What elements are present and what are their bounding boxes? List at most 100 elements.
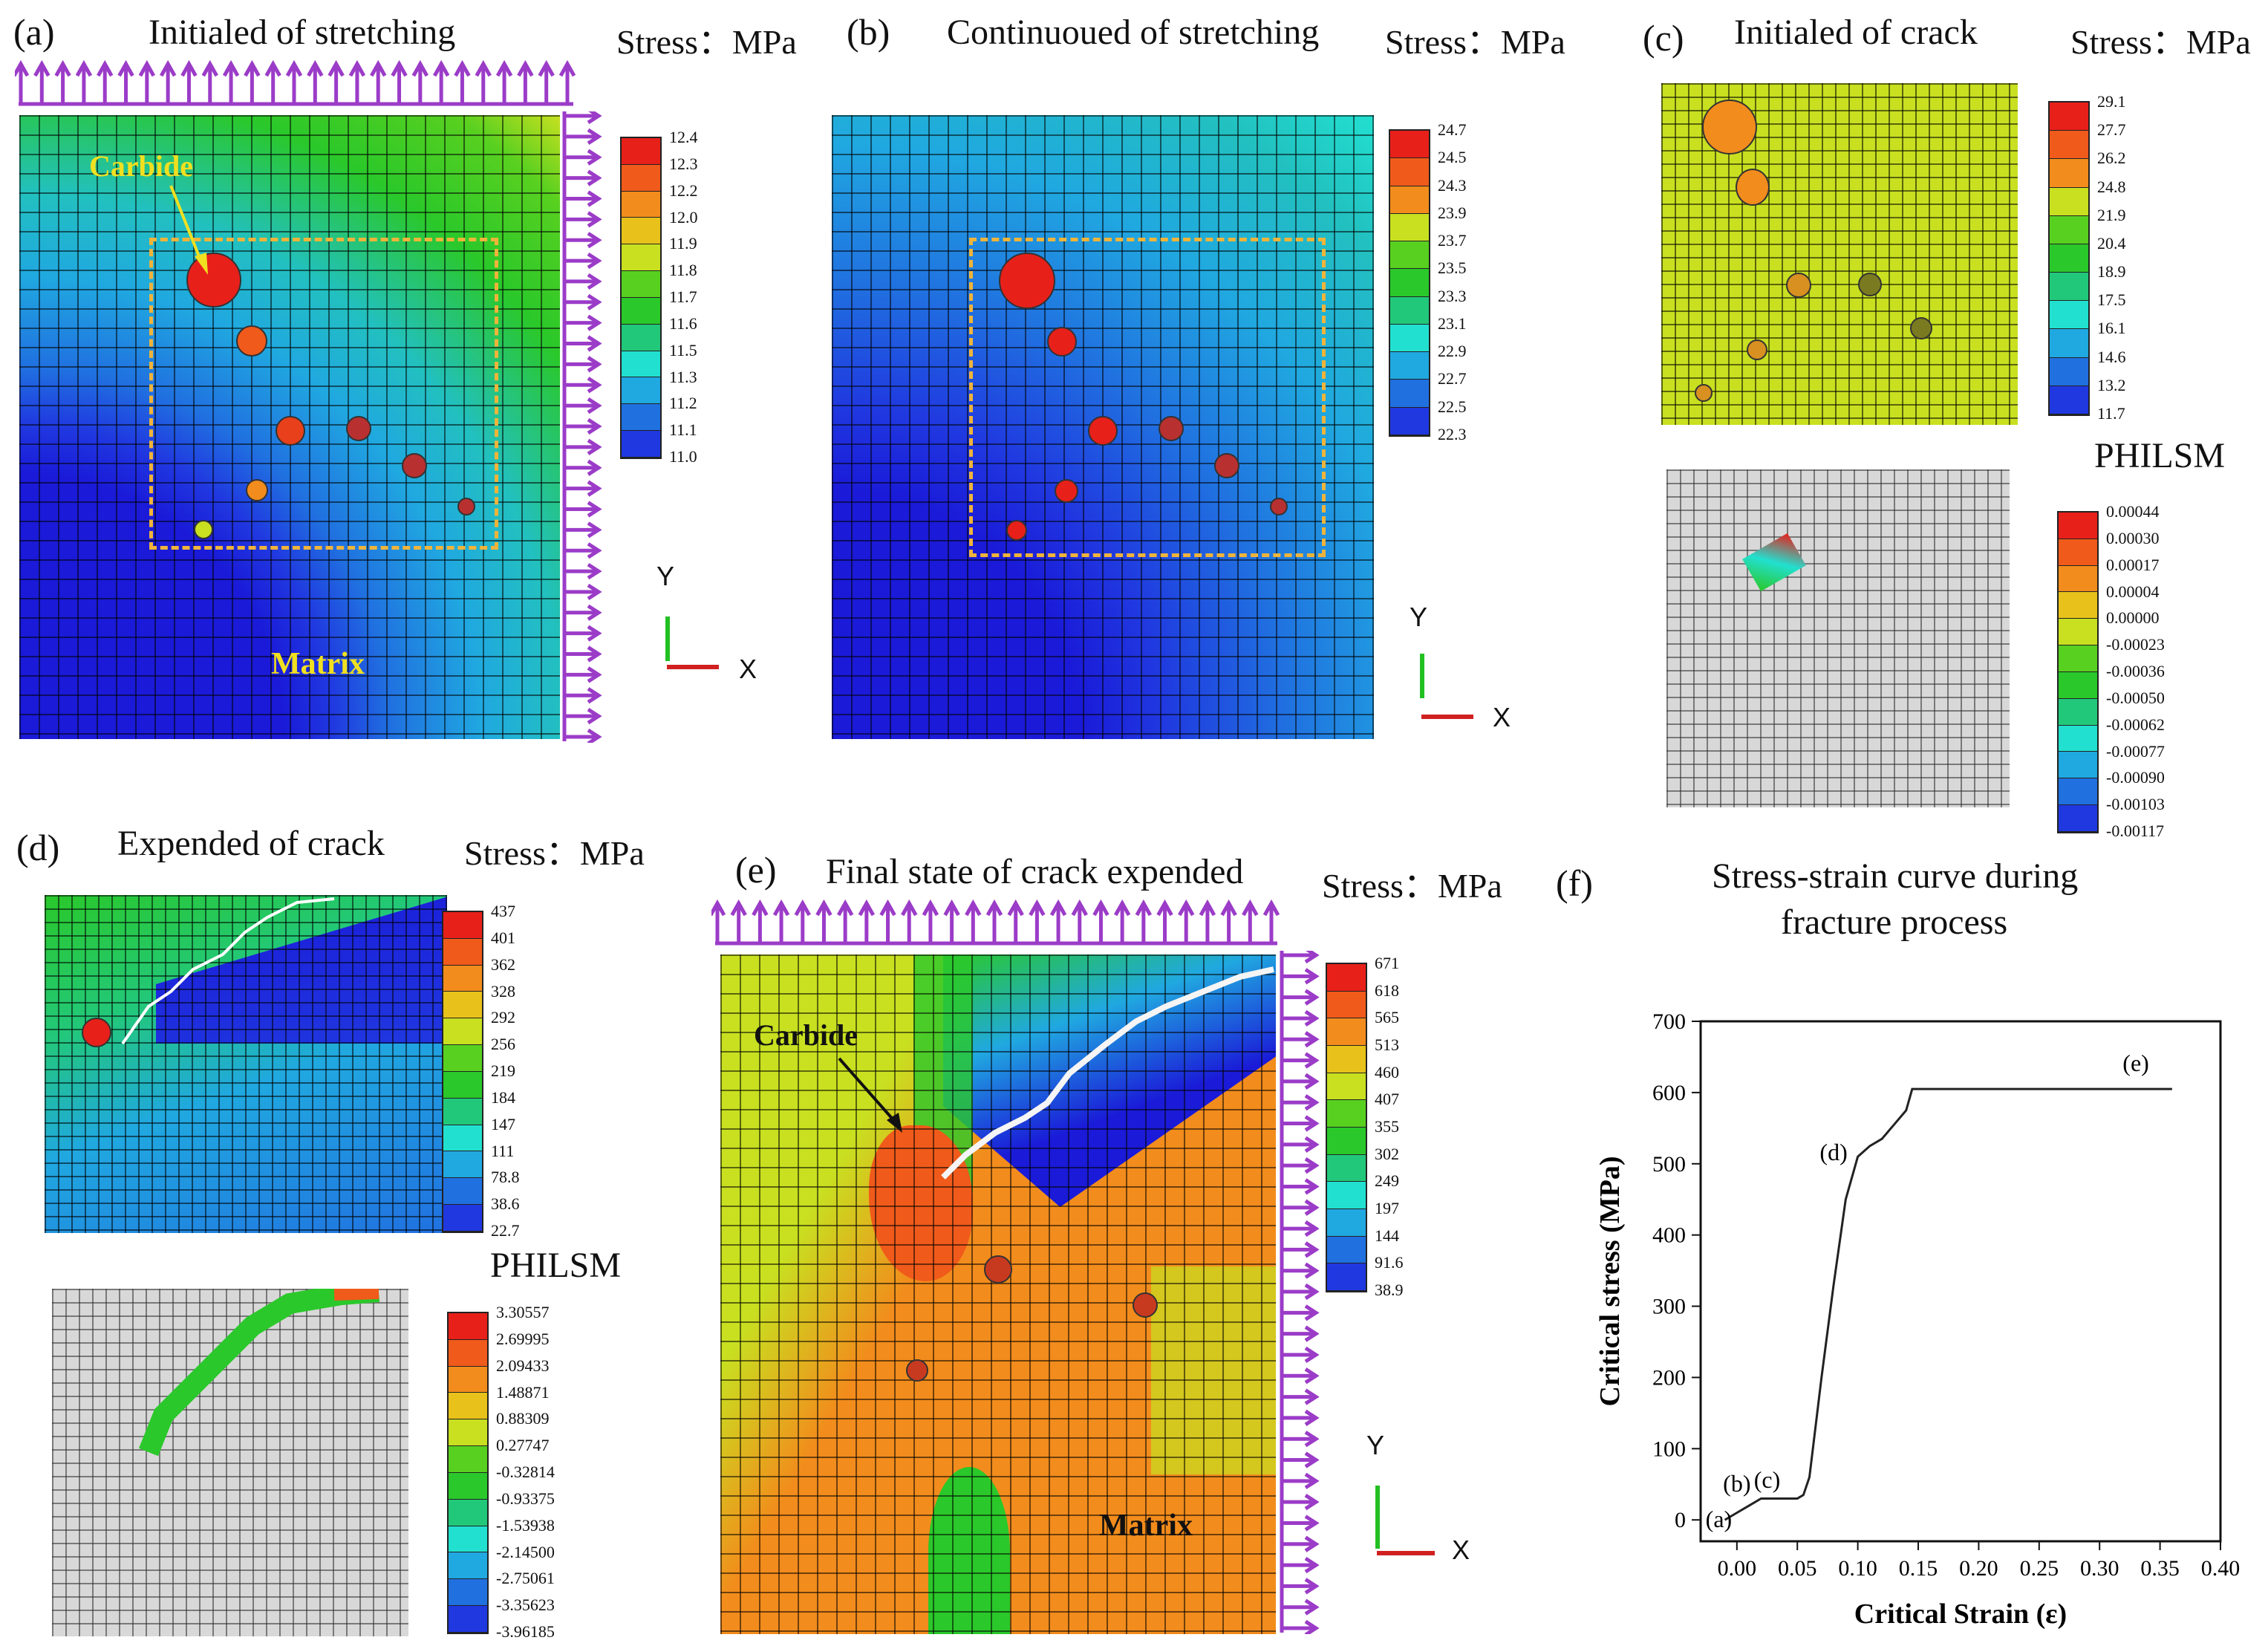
load-arrow-head bbox=[587, 273, 602, 290]
load-arrow-head bbox=[772, 899, 790, 917]
y-axis-arrow bbox=[665, 617, 670, 661]
legend-swatch bbox=[622, 431, 660, 458]
panel-c-carbide-small bbox=[1858, 273, 1882, 296]
legend-tick-label: 23.9 bbox=[1438, 203, 1467, 222]
load-arrow-head bbox=[495, 59, 513, 77]
legend-colorbar bbox=[447, 1312, 489, 1634]
legend-tick-label: -0.32814 bbox=[496, 1463, 555, 1481]
legend-tick-label: 219 bbox=[491, 1061, 515, 1080]
load-arrow-head bbox=[587, 356, 602, 373]
load-arrow-head bbox=[730, 899, 747, 917]
legend-tick-label: 24.8 bbox=[2097, 177, 2126, 196]
load-arrow-head bbox=[1304, 1262, 1320, 1279]
load-arrow-head bbox=[587, 377, 602, 394]
panel-e-load-arrows-top bbox=[711, 899, 1280, 946]
legend-swatch bbox=[1327, 1236, 1366, 1264]
panel-d-philsm-mesh bbox=[52, 1289, 408, 1636]
load-arrow-head bbox=[1304, 1009, 1320, 1027]
legend-tick-label: 21.9 bbox=[2097, 205, 2126, 224]
x-axis-label: X bbox=[1493, 702, 1511, 732]
legend-swatch bbox=[2059, 592, 2097, 619]
load-arrow-head bbox=[138, 59, 156, 77]
legend-tick-label: 11.1 bbox=[669, 420, 697, 440]
curve-stage-annotation: (a) bbox=[1706, 1506, 1733, 1532]
panel-a-title: Initialed of stretching bbox=[149, 13, 456, 52]
panel-b-carbide-small bbox=[1214, 453, 1239, 478]
legend-swatch bbox=[2059, 513, 2097, 539]
legend-tick-label: 0.88309 bbox=[496, 1409, 550, 1428]
legend-swatch bbox=[1327, 964, 1366, 992]
y-tick-label: 100 bbox=[1652, 1437, 1686, 1461]
load-arrow-head bbox=[1304, 1494, 1320, 1511]
panel-a-carbide-small bbox=[346, 416, 371, 441]
legend-swatch bbox=[1390, 352, 1429, 380]
panel-e-carbide-annotation: Carbide bbox=[754, 1018, 858, 1052]
load-arrow-head bbox=[1304, 1451, 1320, 1468]
x-tick-label: 0.15 bbox=[1899, 1556, 1938, 1581]
legend-tick-label: 24.7 bbox=[1438, 120, 1467, 139]
legend-swatch bbox=[622, 297, 660, 325]
load-arrow-head bbox=[587, 335, 602, 352]
legend-colorbar bbox=[1326, 963, 1367, 1292]
legend-tick-label: 362 bbox=[491, 954, 515, 974]
load-arrow-head bbox=[244, 59, 261, 77]
load-arrow-head bbox=[587, 666, 602, 683]
legend-swatch bbox=[1327, 1045, 1366, 1073]
load-arrow-head bbox=[1007, 899, 1024, 917]
panel-d-philsm-title: PHILSM bbox=[490, 1246, 622, 1285]
load-arrow-head bbox=[1029, 899, 1046, 917]
load-arrow-head bbox=[222, 59, 240, 77]
legend-swatch bbox=[1327, 1182, 1366, 1209]
legend-tick-label: 23.3 bbox=[1438, 286, 1467, 305]
x-tick-label: 0.05 bbox=[1778, 1556, 1817, 1581]
x-tick-label: 0.30 bbox=[2080, 1556, 2119, 1581]
panel-b-carbide-small bbox=[1088, 416, 1118, 446]
load-arrow-head bbox=[159, 59, 177, 77]
legend-tick-label: 11.9 bbox=[669, 234, 697, 253]
x-tick-label: 0.10 bbox=[1838, 1556, 1877, 1581]
panel-c-carbide-small bbox=[1747, 339, 1767, 360]
legend-tick-label: 355 bbox=[1375, 1117, 1399, 1136]
legend-tick-label: 184 bbox=[491, 1087, 515, 1107]
panel-d-legend: 437 401 362 328 292 256 219 184 147 111 78.8 38.6 22… bbox=[442, 902, 576, 1240]
load-arrow-head bbox=[1304, 1472, 1320, 1489]
legend-swatch bbox=[443, 938, 482, 966]
panel-a-carbide-small bbox=[194, 520, 213, 539]
legend-tick-label: 18.9 bbox=[2097, 262, 2126, 282]
load-arrow-head bbox=[1178, 899, 1195, 917]
legend-tick-label: 2.09433 bbox=[496, 1356, 550, 1375]
x-axis-arrow bbox=[667, 665, 719, 669]
y-axis-label: Y bbox=[656, 561, 675, 591]
panel-c-stress-unit: Stress：MPa bbox=[2070, 23, 2251, 61]
load-arrow-head bbox=[1304, 1283, 1320, 1301]
load-arrow-head bbox=[1304, 1367, 1320, 1385]
legend-tick-label: 144 bbox=[1375, 1226, 1399, 1245]
legend-tick-label: 249 bbox=[1375, 1171, 1399, 1191]
legend-tick-label: 17.5 bbox=[2097, 290, 2126, 310]
load-arrow-head bbox=[587, 293, 602, 310]
panel-a-carbide-annotation: Carbide bbox=[89, 149, 193, 183]
load-arrow-head bbox=[587, 583, 602, 601]
legend-swatch bbox=[449, 1526, 487, 1553]
load-arrow-head bbox=[285, 59, 303, 77]
legend-tick-label: 12.0 bbox=[669, 207, 698, 227]
x-tick-label: 0.00 bbox=[1718, 1556, 1757, 1581]
legend-tick-label: 0.00030 bbox=[2106, 528, 2160, 547]
legend-tick-label: 671 bbox=[1375, 954, 1399, 972]
legend-swatch bbox=[2059, 645, 2097, 672]
panel-c-carbide-small bbox=[1695, 384, 1713, 402]
legend-swatch bbox=[443, 1071, 482, 1099]
x-tick-label: 0.20 bbox=[1959, 1556, 1998, 1581]
y-tick-label: 700 bbox=[1652, 1009, 1686, 1034]
y-axis-title: Critical stress (MPa) bbox=[1594, 1157, 1626, 1407]
load-arrow-head bbox=[15, 59, 30, 77]
legend-swatch bbox=[443, 965, 482, 992]
load-arrow-head bbox=[1113, 899, 1131, 917]
legend-tick-label: -0.00036 bbox=[2106, 662, 2165, 680]
x-axis-title: Critical Strain (ε) bbox=[1854, 1598, 2067, 1630]
load-arrow-head bbox=[54, 59, 71, 77]
legend-swatch bbox=[2059, 698, 2097, 726]
load-arrow-head bbox=[1304, 1094, 1320, 1111]
load-arrow-head bbox=[1304, 1178, 1320, 1195]
legend-swatch bbox=[449, 1339, 487, 1367]
